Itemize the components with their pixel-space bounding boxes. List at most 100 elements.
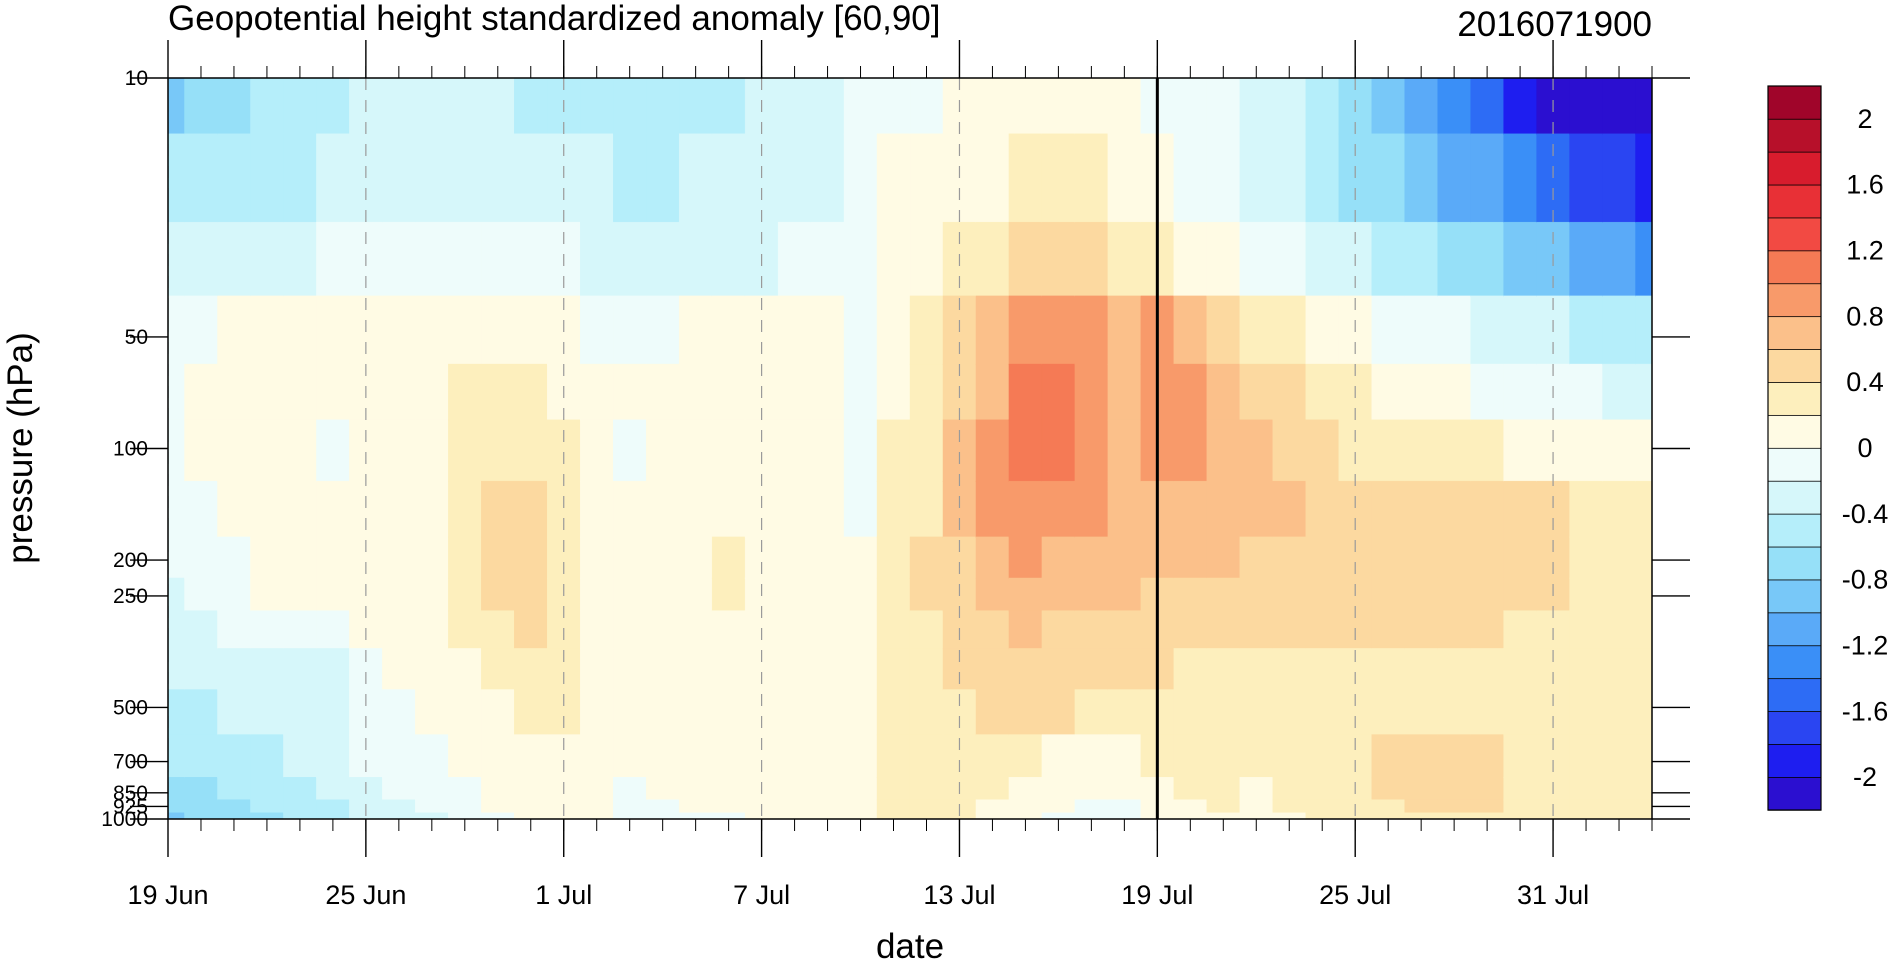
- field-cell: [514, 480, 549, 538]
- field-cell: [382, 78, 417, 135]
- field-cell: [514, 799, 549, 814]
- field-cell: [1107, 480, 1142, 538]
- x-axis-ticks: 19 Jun 25 Jun 1 Jul 7 Jul 13 Jul 19 Jul 25 Jul…: [127, 40, 1589, 910]
- field-cell: [1305, 734, 1340, 779]
- field-cell: [1371, 577, 1406, 612]
- field-cell: [1602, 610, 1637, 650]
- field-cell: [1371, 78, 1406, 135]
- field-cell: [514, 221, 549, 297]
- field-cell: [1074, 648, 1109, 691]
- field-cell: [645, 577, 680, 612]
- field-cell: [283, 363, 318, 421]
- field-cell: [217, 363, 252, 421]
- field-cell: [1272, 734, 1307, 779]
- field-cell: [1569, 777, 1604, 801]
- field-cell: [1371, 536, 1406, 579]
- field-cell: [448, 419, 483, 482]
- field-cell: [1107, 734, 1142, 779]
- field-cell: [909, 480, 944, 538]
- field-cell: [678, 133, 713, 223]
- field-cell: [909, 295, 944, 365]
- field-cell: [909, 689, 944, 736]
- field-cell: [1008, 577, 1043, 612]
- field-cell: [283, 648, 318, 691]
- field-cell: [1437, 363, 1472, 421]
- field-cell: [1305, 648, 1340, 691]
- field-cell: [1470, 577, 1505, 612]
- field-cell: [1602, 363, 1637, 421]
- colorbar-label: 0: [1857, 433, 1872, 463]
- colorbar-box: [1767, 776, 1822, 811]
- colorbar-box: [1767, 612, 1822, 647]
- field-cell: [876, 689, 911, 736]
- field-cell: [448, 78, 483, 135]
- field-cell: [1437, 78, 1472, 135]
- field-cell: [678, 363, 713, 421]
- field-cell: [1470, 610, 1505, 650]
- field-cell: [283, 734, 318, 779]
- field-cell: [777, 648, 812, 691]
- field-cell: [316, 78, 351, 135]
- field-cell: [645, 536, 680, 579]
- field-cell: [777, 610, 812, 650]
- field-cell: [1107, 577, 1142, 612]
- field-cell: [217, 536, 252, 579]
- field-cell: [250, 363, 285, 421]
- field-cell: [580, 295, 614, 365]
- x-tick-label: 1 Jul: [535, 880, 592, 910]
- field-cell: [1173, 419, 1208, 482]
- field-cell: [514, 133, 549, 223]
- y-tick-label: 50: [125, 326, 148, 349]
- field-cell: [316, 734, 351, 779]
- field-cell: [1404, 295, 1439, 365]
- field-cell: [580, 648, 614, 691]
- field-cell: [1437, 419, 1472, 482]
- field-cell: [184, 419, 219, 482]
- field-cell: [1272, 610, 1307, 650]
- field-cell: [678, 536, 713, 579]
- field-cell: [316, 610, 351, 650]
- field-cell: [1635, 799, 1652, 814]
- colorbar-box: [1767, 315, 1822, 350]
- field-cell: [1569, 133, 1604, 223]
- colorbar-box: [1767, 546, 1822, 581]
- y-tick-label: 1000: [101, 808, 148, 831]
- field-cell: [975, 734, 1010, 779]
- field-cell: [1239, 799, 1274, 814]
- field-cell: [184, 777, 219, 801]
- colorbar-box: [1767, 513, 1822, 548]
- field-cell: [382, 799, 417, 814]
- field-cell: [1404, 480, 1439, 538]
- colorbar-box: [1767, 348, 1822, 383]
- field-cell: [1371, 480, 1406, 538]
- field-cell: [184, 734, 219, 779]
- field-cell: [1008, 689, 1043, 736]
- field-cell: [1206, 419, 1241, 482]
- field-cell: [217, 734, 252, 779]
- field-cell: [382, 295, 417, 365]
- field-cell: [909, 133, 944, 223]
- field-cell: [580, 777, 614, 801]
- field-cell: [975, 480, 1010, 538]
- field-cell: [1272, 689, 1307, 736]
- field-cell: [316, 577, 351, 612]
- field-cell: [382, 689, 417, 736]
- field-cell: [876, 419, 911, 482]
- field-cell: [876, 777, 911, 801]
- field-cell: [1041, 648, 1076, 691]
- y-tick-label: 100: [113, 438, 148, 461]
- field-cell: [1569, 689, 1604, 736]
- colorbar-label: 1.6: [1846, 170, 1884, 200]
- field-cell: [1041, 777, 1076, 801]
- field-cell: [876, 536, 911, 579]
- field-cell: [678, 221, 713, 297]
- field-cell: [217, 221, 252, 297]
- field-cell: [909, 734, 944, 779]
- field-cell: [777, 577, 812, 612]
- field-cell: [1437, 648, 1472, 691]
- field-cell: [184, 648, 219, 691]
- x-axis-title: date: [876, 927, 944, 963]
- field-cell: [250, 799, 285, 814]
- field-cell: [777, 480, 812, 538]
